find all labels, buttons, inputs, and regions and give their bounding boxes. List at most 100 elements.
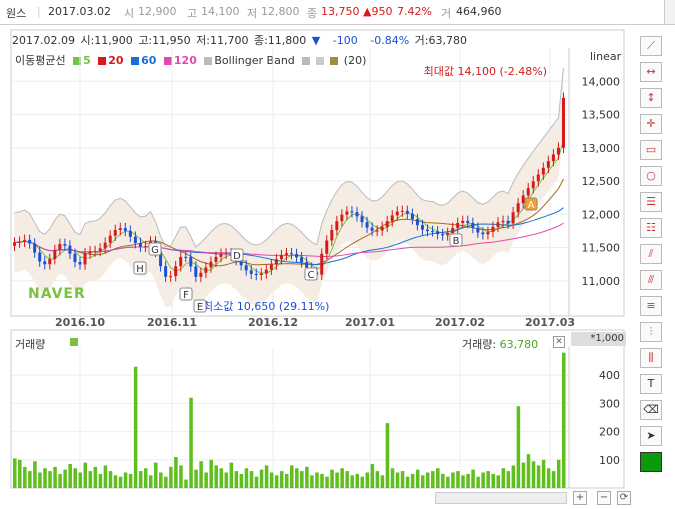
horizontal-scrollbar[interactable]	[435, 492, 567, 504]
volume-bar	[395, 472, 400, 488]
candle-body	[149, 241, 152, 247]
volume-bar	[561, 352, 566, 488]
volume-bar	[501, 468, 506, 488]
candle-body	[164, 266, 168, 277]
volume-bar	[541, 459, 546, 488]
volume-bar	[189, 397, 193, 488]
candle-body	[415, 219, 419, 226]
volume-bar	[88, 471, 93, 488]
scale-label[interactable]: linear	[590, 50, 622, 63]
eraser-tool-icon[interactable]: ⌫	[640, 400, 662, 420]
volume-bar	[13, 458, 17, 488]
candle-body	[385, 221, 389, 227]
volume-bar	[325, 476, 329, 488]
volume-bar	[83, 462, 88, 488]
pointer-tool-icon[interactable]: ➤	[640, 426, 662, 446]
candle-body	[310, 267, 314, 273]
volume-bar	[516, 406, 521, 488]
candle-body	[33, 243, 37, 253]
volume-label: 거	[441, 7, 452, 20]
rectangle-tool-icon[interactable]: ▭	[640, 140, 662, 160]
volume-bar	[43, 468, 47, 488]
volume-bar	[58, 473, 62, 488]
volume-bar	[556, 459, 561, 488]
signal-label: A	[528, 200, 535, 211]
candle-body	[330, 230, 334, 241]
candle-body	[551, 154, 555, 162]
candle-body	[360, 216, 364, 223]
signal-marker	[524, 197, 538, 211]
volume-bar	[159, 472, 163, 488]
header-scroll[interactable]	[664, 0, 675, 24]
circle-tool-icon[interactable]: ○	[640, 166, 662, 186]
close-value: 13,750	[321, 5, 360, 18]
candle-body	[209, 261, 213, 268]
candle-body	[83, 253, 87, 265]
ma20-line	[14, 178, 564, 267]
volume-bar	[269, 472, 274, 488]
candle-body	[451, 227, 455, 233]
volume-bar	[48, 471, 52, 488]
candle-body	[345, 211, 349, 215]
trendline-tool-icon[interactable]: ⟋	[640, 36, 662, 56]
volume-bar	[234, 471, 239, 488]
candle-body	[501, 220, 505, 223]
volume-bar	[315, 472, 319, 488]
volume-bar	[305, 466, 309, 488]
candle-body	[159, 251, 163, 267]
candle-body	[118, 228, 122, 231]
change-value: ▲950	[363, 5, 393, 18]
fibonacci-fan-tool-icon[interactable]: ☷	[640, 218, 662, 238]
volume-close-icon[interactable]: ✕	[553, 336, 565, 348]
volume-bar	[274, 475, 279, 488]
volume-bar	[174, 456, 178, 488]
candle-body	[471, 222, 475, 228]
candle-body	[133, 236, 137, 244]
fibonacci-tool-icon[interactable]: ☰	[640, 192, 662, 212]
volume-bar	[390, 468, 395, 488]
parallel-tool-icon[interactable]: ⫶	[640, 322, 662, 342]
speed-line-tool-icon[interactable]: ⫻	[640, 270, 662, 290]
candle-body	[486, 231, 490, 235]
volume-bar	[279, 471, 284, 488]
volume-bar	[128, 473, 133, 488]
max-annotation: 최대값 14,100 (-2.48%)	[424, 65, 547, 78]
volume-bar	[264, 465, 269, 488]
volume-bar	[486, 471, 490, 488]
volume-bar	[340, 468, 344, 488]
bb-swatch-3	[316, 57, 325, 65]
volume-bar	[184, 479, 188, 488]
candle-body	[290, 253, 294, 255]
ma20-swatch	[98, 57, 107, 65]
info-high: 고:11,950	[138, 34, 191, 47]
volume-bar	[204, 472, 208, 488]
zoom-out-icon[interactable]: −	[597, 491, 611, 505]
horizontal-line-tool-icon[interactable]: ↔	[640, 62, 662, 82]
volume-bar	[461, 475, 465, 488]
candle-body	[541, 167, 545, 175]
x-tick-label: 2017.03	[525, 316, 575, 329]
text-tool-icon[interactable]: T	[640, 374, 662, 394]
volume-bar	[73, 468, 77, 488]
channel-tool-icon[interactable]: ≡	[640, 296, 662, 316]
zoom-in-icon[interactable]: +	[573, 491, 587, 505]
color-picker-icon[interactable]	[640, 452, 662, 472]
volume-tick-label: 200	[599, 426, 620, 439]
change-pct: 7.42%	[397, 5, 432, 18]
candle-body	[521, 195, 525, 204]
vertical-line-tool-icon[interactable]: ↕	[640, 88, 662, 108]
open-label: 시	[124, 7, 135, 20]
ma120-swatch	[163, 57, 172, 65]
candle-body	[254, 273, 258, 276]
volume-bar	[194, 469, 198, 488]
gann-fan-tool-icon[interactable]: ⫽	[640, 244, 662, 264]
volume-bar	[284, 473, 289, 488]
refresh-icon[interactable]: ⟳	[617, 491, 631, 505]
volume-bar	[360, 476, 365, 488]
signal-marker	[179, 287, 193, 301]
candle-body	[103, 242, 107, 249]
andrews-tool-icon[interactable]: ⫼	[640, 348, 662, 368]
cross-tool-icon[interactable]: ✛	[640, 114, 662, 134]
candle-body	[300, 257, 304, 263]
